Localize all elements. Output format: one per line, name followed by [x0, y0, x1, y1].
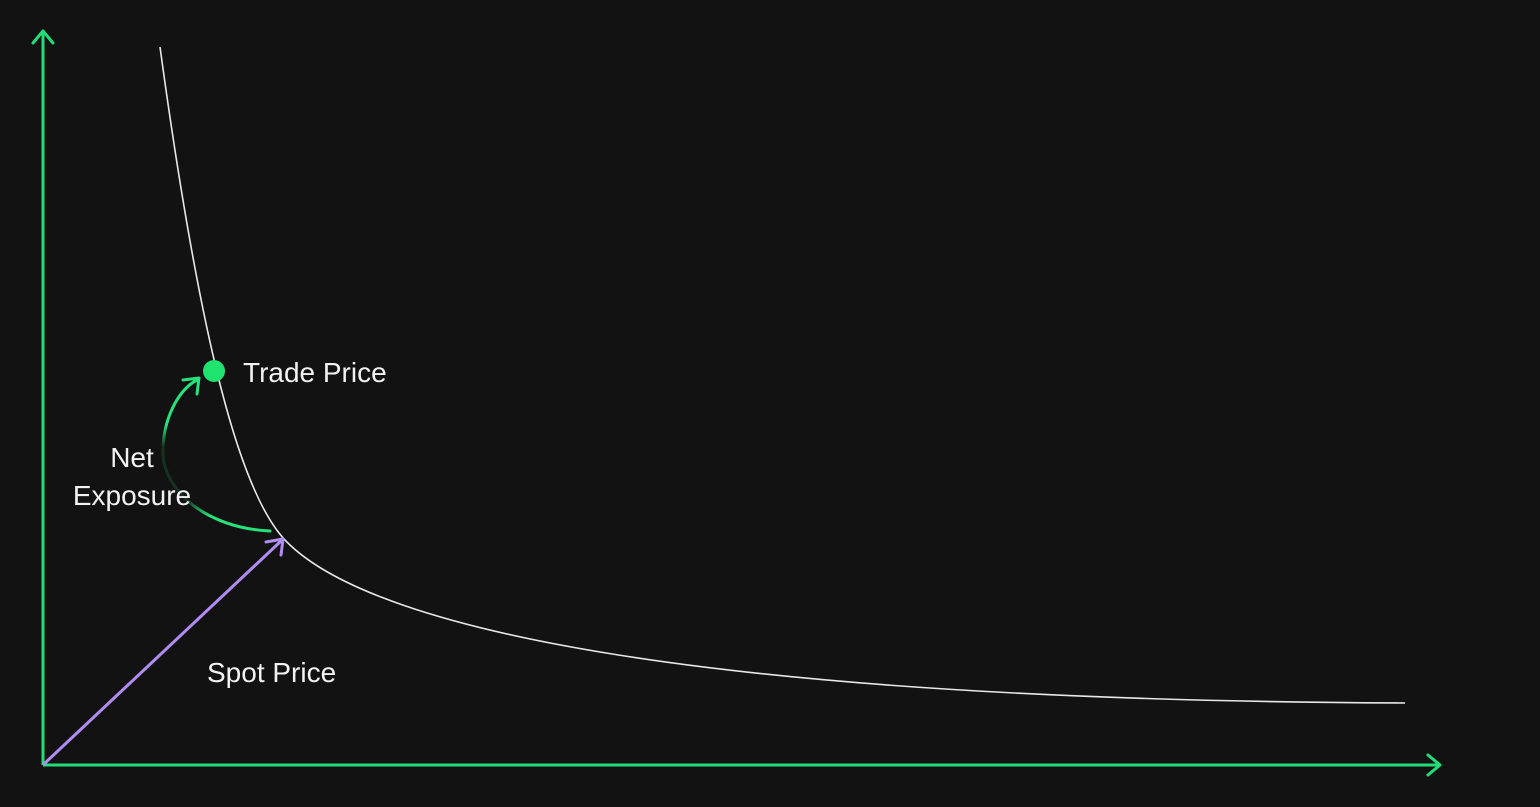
axes	[31, 29, 1442, 777]
x-axis-arrowhead	[1426, 753, 1442, 777]
trade-price-point	[203, 360, 225, 382]
net-exposure-arrow	[161, 376, 272, 533]
net-exposure-label-line2: Exposure	[73, 480, 191, 511]
spot-price-label: Spot Price	[207, 657, 336, 688]
trade-price-label: Trade Price	[243, 357, 387, 388]
price-curve	[159, 46, 1406, 704]
y-axis-arrowhead	[31, 29, 55, 45]
net-exposure-label-line1: Net	[110, 442, 154, 473]
spot-price-arrow	[42, 537, 285, 766]
